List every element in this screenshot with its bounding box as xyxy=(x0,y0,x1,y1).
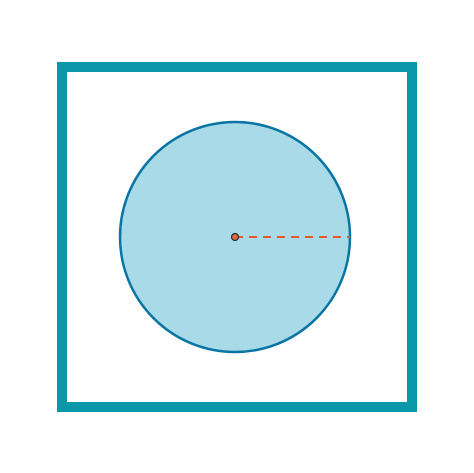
center-point xyxy=(230,232,240,242)
outer-square xyxy=(57,62,417,412)
